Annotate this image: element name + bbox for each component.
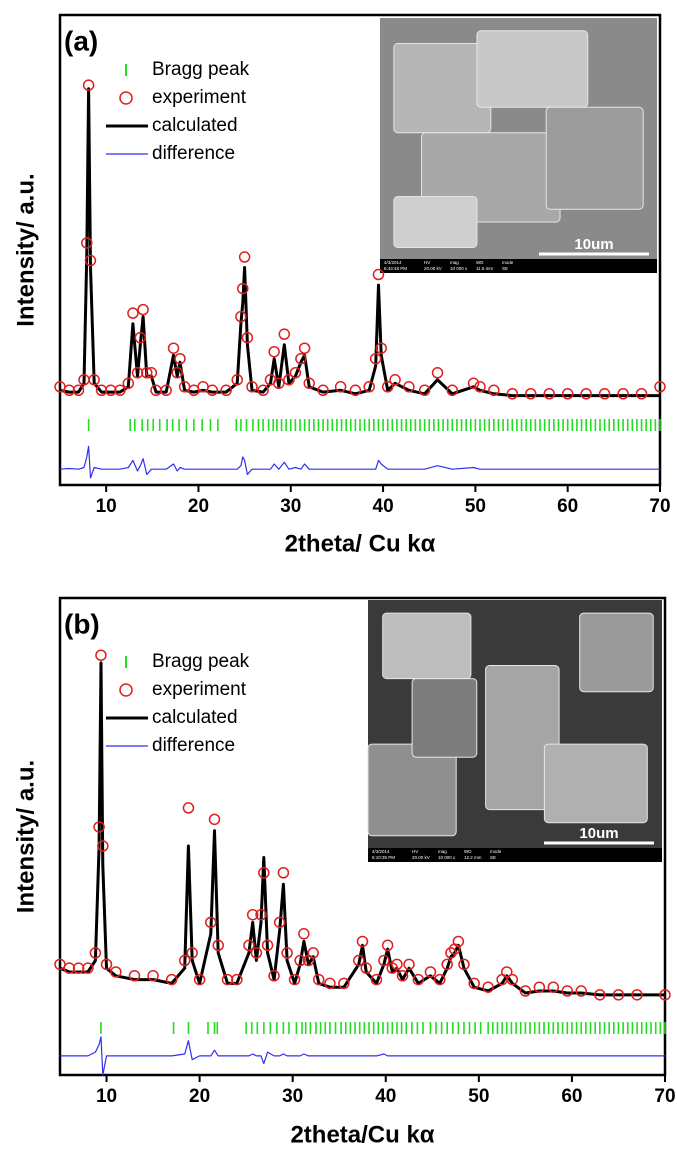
experiment-point	[576, 986, 586, 996]
panel: 4/3/2014 HV mag WD mode 6:10:35 PM 20.00 kV 10 …	[12, 598, 675, 1148]
experiment-point	[128, 308, 138, 318]
legend-label: experiment	[152, 679, 247, 700]
experiment-point	[96, 650, 106, 660]
experiment-point	[581, 389, 591, 399]
sem-crystal	[394, 44, 491, 133]
sem-info-text: SE	[490, 855, 496, 860]
scale-bar-label: 10um	[579, 825, 618, 842]
page: 4/3/2014 HV mag WD mode 6:43:48 PM 20.00 kV 10 …	[0, 0, 677, 1148]
experiment-point	[278, 868, 288, 878]
x-tick-label: 20	[188, 496, 209, 517]
sem-info-text: 20.00 kV	[412, 855, 430, 860]
sem-crystal	[544, 744, 647, 823]
panel-label: (b)	[64, 608, 100, 639]
y-axis-title: Intensity/ a.u.	[12, 173, 39, 326]
x-axis-title: 2theta/ Cu kα	[285, 530, 436, 557]
sem-info-text: WD	[476, 260, 484, 265]
x-tick-label: 30	[282, 1086, 303, 1107]
experiment-point	[600, 389, 610, 399]
experiment-point	[299, 929, 309, 939]
sem-info-text: mag	[438, 849, 447, 854]
sem-info-text: mode	[490, 849, 502, 854]
sem-image: 4/3/2014 HV mag WD mode 6:43:48 PM 20.00 kV 10 …	[380, 18, 657, 273]
sem-info-bar	[380, 259, 657, 273]
difference-line	[60, 1037, 665, 1075]
legend-label: Bragg peak	[152, 59, 250, 80]
sem-crystal	[580, 613, 654, 692]
sem-info-text: 10 000 x	[450, 266, 468, 271]
sem-crystal	[477, 31, 588, 108]
x-tick-label: 40	[373, 496, 394, 517]
experiment-point	[300, 343, 310, 353]
sem-info-text: 11.5 mm	[476, 266, 493, 271]
experiment-point	[373, 270, 383, 280]
sem-info-text: 6:10:35 PM	[372, 855, 395, 860]
y-axis-title: Intensity/ a.u.	[12, 760, 39, 913]
sem-crystal	[412, 679, 477, 758]
sem-info-text: WD	[464, 849, 472, 854]
experiment-point	[240, 252, 250, 262]
legend-label: calculated	[152, 115, 238, 136]
sem-info-text: 20.00 kV	[424, 266, 442, 271]
experiment-point	[269, 347, 279, 357]
x-tick-label: 30	[280, 496, 301, 517]
x-tick-label: 20	[189, 1086, 210, 1107]
difference-line	[60, 446, 660, 478]
x-tick-label: 60	[561, 1086, 582, 1107]
sem-info-text: 6:43:48 PM	[384, 266, 407, 271]
legend-label: calculated	[152, 707, 238, 728]
experiment-point	[544, 389, 554, 399]
experiment-point	[138, 305, 148, 315]
experiment-point	[637, 389, 647, 399]
sem-info-text: 4/3/2014	[384, 260, 402, 265]
sem-info-text: 10 000 x	[438, 855, 456, 860]
x-tick-label: 50	[468, 1086, 489, 1107]
x-tick-label: 40	[375, 1086, 396, 1107]
sem-image: 4/3/2014 HV mag WD mode 6:10:35 PM 20.00 kV 10 …	[368, 600, 662, 862]
scale-bar-label: 10um	[574, 236, 613, 253]
experiment-point	[279, 329, 289, 339]
legend-label: difference	[152, 143, 235, 164]
experiment-point	[433, 368, 443, 378]
sem-crystal	[546, 107, 643, 209]
legend-label: difference	[152, 735, 235, 756]
sem-info-text: HV	[412, 849, 418, 854]
x-tick-label: 70	[654, 1086, 675, 1107]
experiment-point	[618, 389, 628, 399]
experiment-point	[210, 814, 220, 824]
sem-crystal	[383, 613, 471, 679]
x-tick-label: 10	[96, 1086, 117, 1107]
x-tick-label: 10	[96, 496, 117, 517]
experiment-point	[183, 803, 193, 813]
sem-info-text: SE	[502, 266, 508, 271]
sem-info-text: mode	[502, 260, 514, 265]
panel-label: (a)	[64, 25, 98, 56]
sem-info-text: HV	[424, 260, 430, 265]
legend-symbol	[120, 92, 132, 104]
legend-label: experiment	[152, 87, 247, 108]
figure: 4/3/2014 HV mag WD mode 6:43:48 PM 20.00 kV 10 …	[0, 0, 677, 1148]
legend-label: Bragg peak	[152, 651, 250, 672]
x-tick-label: 70	[649, 496, 670, 517]
experiment-point	[526, 389, 536, 399]
x-tick-label: 60	[557, 496, 578, 517]
sem-info-text: mag	[450, 260, 459, 265]
legend: Bragg peak experiment calculated difference	[106, 59, 250, 164]
legend-symbol	[120, 684, 132, 696]
panel: 4/3/2014 HV mag WD mode 6:43:48 PM 20.00 kV 10 …	[12, 15, 670, 557]
x-axis-title: 2theta/Cu kα	[290, 1121, 434, 1148]
sem-crystal	[368, 744, 456, 836]
x-tick-label: 50	[465, 496, 486, 517]
experiment-point	[169, 343, 179, 353]
sem-info-text: 4/3/2014	[372, 849, 390, 854]
experiment-point	[563, 389, 573, 399]
legend: Bragg peak experiment calculated difference	[106, 651, 250, 756]
sem-info-text: 12.2 mm	[464, 855, 482, 860]
sem-crystal	[394, 197, 477, 248]
